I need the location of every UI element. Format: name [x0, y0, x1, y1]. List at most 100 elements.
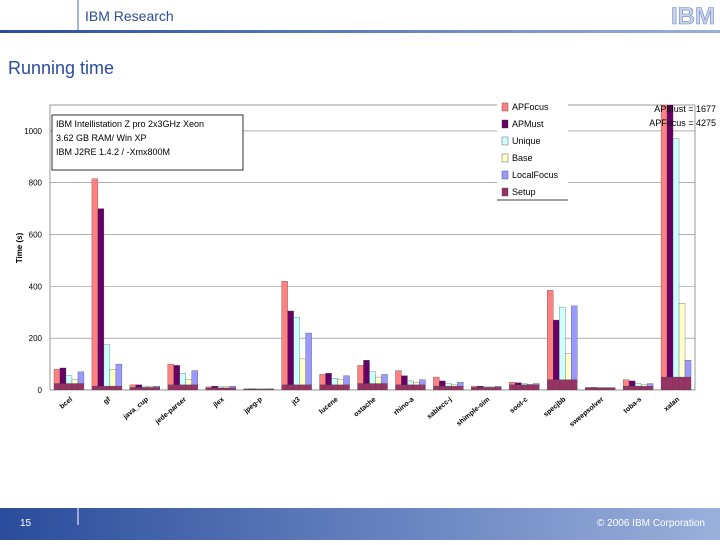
- bar: [623, 380, 629, 386]
- bar: [192, 371, 198, 385]
- setup-segment: [332, 385, 338, 390]
- setup-segment: [300, 385, 306, 390]
- bar: [224, 387, 230, 388]
- info-line: IBM J2RE 1.4.2 / -Xmx800M: [56, 147, 170, 157]
- bar: [154, 386, 160, 387]
- bar: [559, 307, 565, 380]
- setup-segment: [641, 386, 647, 390]
- legend-swatch: [502, 103, 508, 111]
- y-tick-label: 800: [29, 179, 43, 188]
- bar: [647, 384, 653, 387]
- annotation: APFocus = 4275: [649, 118, 716, 128]
- bar: [629, 381, 635, 386]
- info-line: 3.62 GB RAM/ Win XP: [56, 133, 147, 143]
- setup-segment: [98, 386, 104, 390]
- bar: [376, 377, 382, 383]
- bar: [413, 382, 419, 385]
- bar: [332, 378, 338, 384]
- bar: [256, 389, 262, 390]
- setup-segment: [104, 386, 110, 390]
- setup-segment: [358, 384, 364, 390]
- setup-segment: [439, 386, 445, 390]
- bar: [571, 306, 577, 380]
- legend-label: APMust: [512, 119, 544, 129]
- setup-segment: [174, 385, 180, 390]
- setup-segment: [72, 384, 78, 390]
- setup-segment: [585, 388, 591, 390]
- bar: [306, 333, 312, 385]
- bar: [527, 384, 533, 385]
- setup-segment: [457, 386, 463, 390]
- bar: [98, 209, 104, 386]
- setup-segment: [376, 384, 382, 390]
- bar: [641, 385, 647, 386]
- setup-segment: [647, 386, 653, 390]
- bar: [495, 386, 501, 387]
- bar: [344, 376, 350, 385]
- setup-segment: [344, 385, 350, 390]
- bar: [148, 386, 154, 387]
- legend-swatch: [502, 171, 508, 179]
- bar: [168, 364, 174, 385]
- setup-segment: [116, 386, 122, 390]
- setup-segment: [591, 388, 597, 390]
- bar: [338, 380, 344, 385]
- bar: [92, 179, 98, 386]
- setup-segment: [180, 385, 186, 390]
- setup-segment: [92, 386, 98, 390]
- bar: [419, 380, 425, 385]
- bar: [300, 359, 306, 385]
- setup-segment: [78, 384, 84, 390]
- setup-segment: [142, 387, 148, 390]
- bar: [186, 380, 192, 385]
- header-org: IBM Research: [85, 8, 174, 24]
- setup-segment: [489, 387, 495, 390]
- y-tick-label: 1000: [24, 127, 42, 136]
- bar: [533, 384, 539, 385]
- bar: [206, 387, 212, 388]
- setup-segment: [306, 385, 312, 390]
- setup-segment: [527, 385, 533, 390]
- y-tick-label: 600: [29, 231, 43, 240]
- bar: [262, 389, 268, 390]
- bar: [54, 369, 60, 383]
- bar: [553, 320, 559, 380]
- bar: [180, 373, 186, 385]
- setup-segment: [661, 377, 667, 390]
- bar: [230, 386, 236, 388]
- bar: [142, 386, 148, 387]
- bar: [66, 376, 72, 384]
- bar: [591, 387, 597, 388]
- setup-segment: [218, 388, 224, 390]
- setup-segment: [110, 386, 116, 390]
- bar: [130, 385, 136, 388]
- setup-segment: [635, 386, 641, 390]
- setup-segment: [533, 385, 539, 390]
- bar: [395, 371, 401, 385]
- bar: [268, 389, 274, 390]
- bar: [250, 389, 256, 390]
- y-tick-label: 400: [29, 282, 43, 291]
- bar: [282, 281, 288, 385]
- setup-segment: [395, 385, 401, 390]
- bar: [635, 384, 641, 387]
- setup-segment: [559, 380, 565, 390]
- bar: [294, 317, 300, 384]
- page-number: 15: [20, 518, 32, 529]
- setup-segment: [509, 385, 515, 390]
- setup-segment: [603, 388, 609, 390]
- bar: [320, 374, 326, 384]
- bar: [288, 311, 294, 385]
- setup-segment: [320, 385, 326, 390]
- setup-segment: [553, 380, 559, 390]
- bar: [433, 377, 439, 386]
- setup-segment: [515, 385, 521, 390]
- bar: [244, 389, 250, 390]
- bar: [401, 376, 407, 385]
- setup-segment: [547, 380, 553, 390]
- bar: [477, 386, 483, 387]
- bar: [679, 303, 685, 377]
- bar: [326, 373, 332, 385]
- setup-segment: [338, 385, 344, 390]
